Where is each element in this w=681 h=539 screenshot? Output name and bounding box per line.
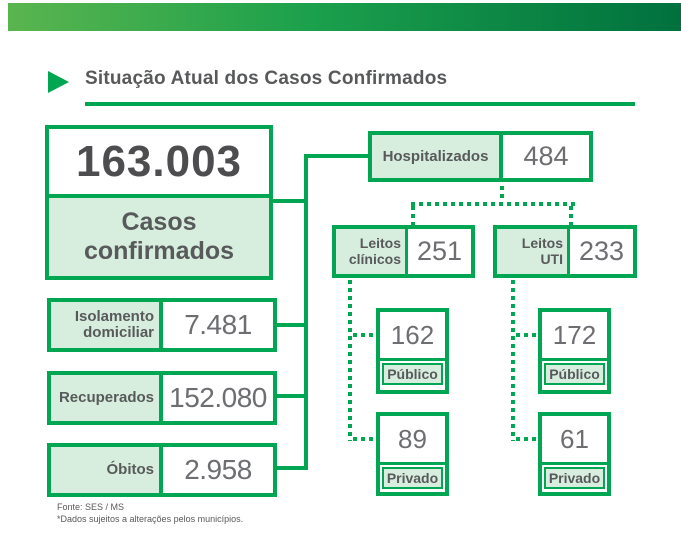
clinicos-privado-label: Privado: [382, 467, 443, 489]
dotted-hospitalizados-down: [500, 186, 504, 202]
clinicos-publico-box: 162 Público: [376, 308, 449, 394]
leitos-clinicos-box: Leitos clínicos 251: [332, 225, 475, 278]
uti-privado-value: 61: [542, 416, 607, 465]
footer-note: *Dados sujeitos a alterações pelos munic…: [57, 514, 244, 524]
clinicos-publico-value: 162: [380, 312, 445, 361]
confirmed-cases-value: 163.003: [49, 129, 269, 198]
clinicos-publico-label: Público: [382, 363, 443, 385]
hospitalizados-value: 484: [523, 141, 569, 171]
connector-mainbox: [273, 199, 307, 203]
footer: Fonte: SES / MS *Dados sujeitos a altera…: [57, 501, 243, 525]
obitos-box: Óbitos 2.958: [47, 443, 277, 497]
obitos-label: Óbitos: [51, 447, 163, 493]
obitos-value: 2.958: [184, 454, 252, 485]
page-title: Situação Atual dos Casos Confirmados: [85, 68, 448, 89]
isolamento-value: 7.481: [184, 309, 252, 340]
leitos-uti-label: Leitos UTI: [497, 229, 570, 274]
connector-isolamento: [277, 323, 304, 327]
uti-privado-box: 61 Privado: [538, 412, 611, 496]
confirmed-cases-label: Casos confirmados: [49, 198, 269, 276]
clinicos-privado-box: 89 Privado: [376, 412, 449, 496]
uti-publico-box: 172 Público: [538, 308, 611, 394]
uti-publico-label: Público: [544, 363, 605, 385]
connector-trunk: [304, 154, 308, 470]
dotted-branch-right: [569, 206, 573, 225]
dotted-branch-horizontal: [411, 202, 575, 206]
dotted-uti-down: [511, 280, 515, 441]
connector-hospitalizados: [308, 154, 368, 158]
dotted-uti-privado: [516, 437, 537, 441]
uti-privado-label: Privado: [544, 467, 605, 489]
title-arrow-icon: [48, 71, 69, 93]
recuperados-box: Recuperados 152.080: [47, 371, 277, 425]
dotted-clinicos-down: [348, 280, 352, 441]
leitos-clinicos-label: Leitos clínicos: [336, 229, 408, 274]
hospitalizados-label: Hospitalizados: [372, 135, 503, 178]
confirmed-cases-box: 163.003 Casos confirmados: [45, 125, 273, 280]
uti-publico-value: 172: [542, 312, 607, 361]
dotted-branch-left: [411, 206, 415, 225]
isolamento-label: Isolamento domiciliar: [51, 302, 163, 348]
leitos-uti-value: 233: [578, 236, 625, 266]
hospitalizados-box: Hospitalizados 484: [368, 131, 593, 182]
isolamento-box: Isolamento domiciliar 7.481: [47, 298, 277, 352]
dotted-uti-publico: [516, 333, 537, 337]
footer-source: Fonte: SES / MS: [57, 502, 125, 512]
connector-obitos: [277, 466, 304, 470]
recuperados-label: Recuperados: [51, 375, 163, 421]
dotted-clinicos-publico: [353, 333, 375, 337]
title-underline: [85, 102, 635, 106]
leitos-uti-box: Leitos UTI 233: [493, 225, 637, 278]
recuperados-value: 152.080: [169, 382, 267, 413]
leitos-clinicos-value: 251: [416, 236, 463, 266]
dotted-clinicos-privado: [353, 437, 375, 441]
clinicos-privado-value: 89: [380, 416, 445, 465]
header-gradient-bar: [8, 3, 681, 31]
connector-recuperados: [277, 394, 304, 398]
